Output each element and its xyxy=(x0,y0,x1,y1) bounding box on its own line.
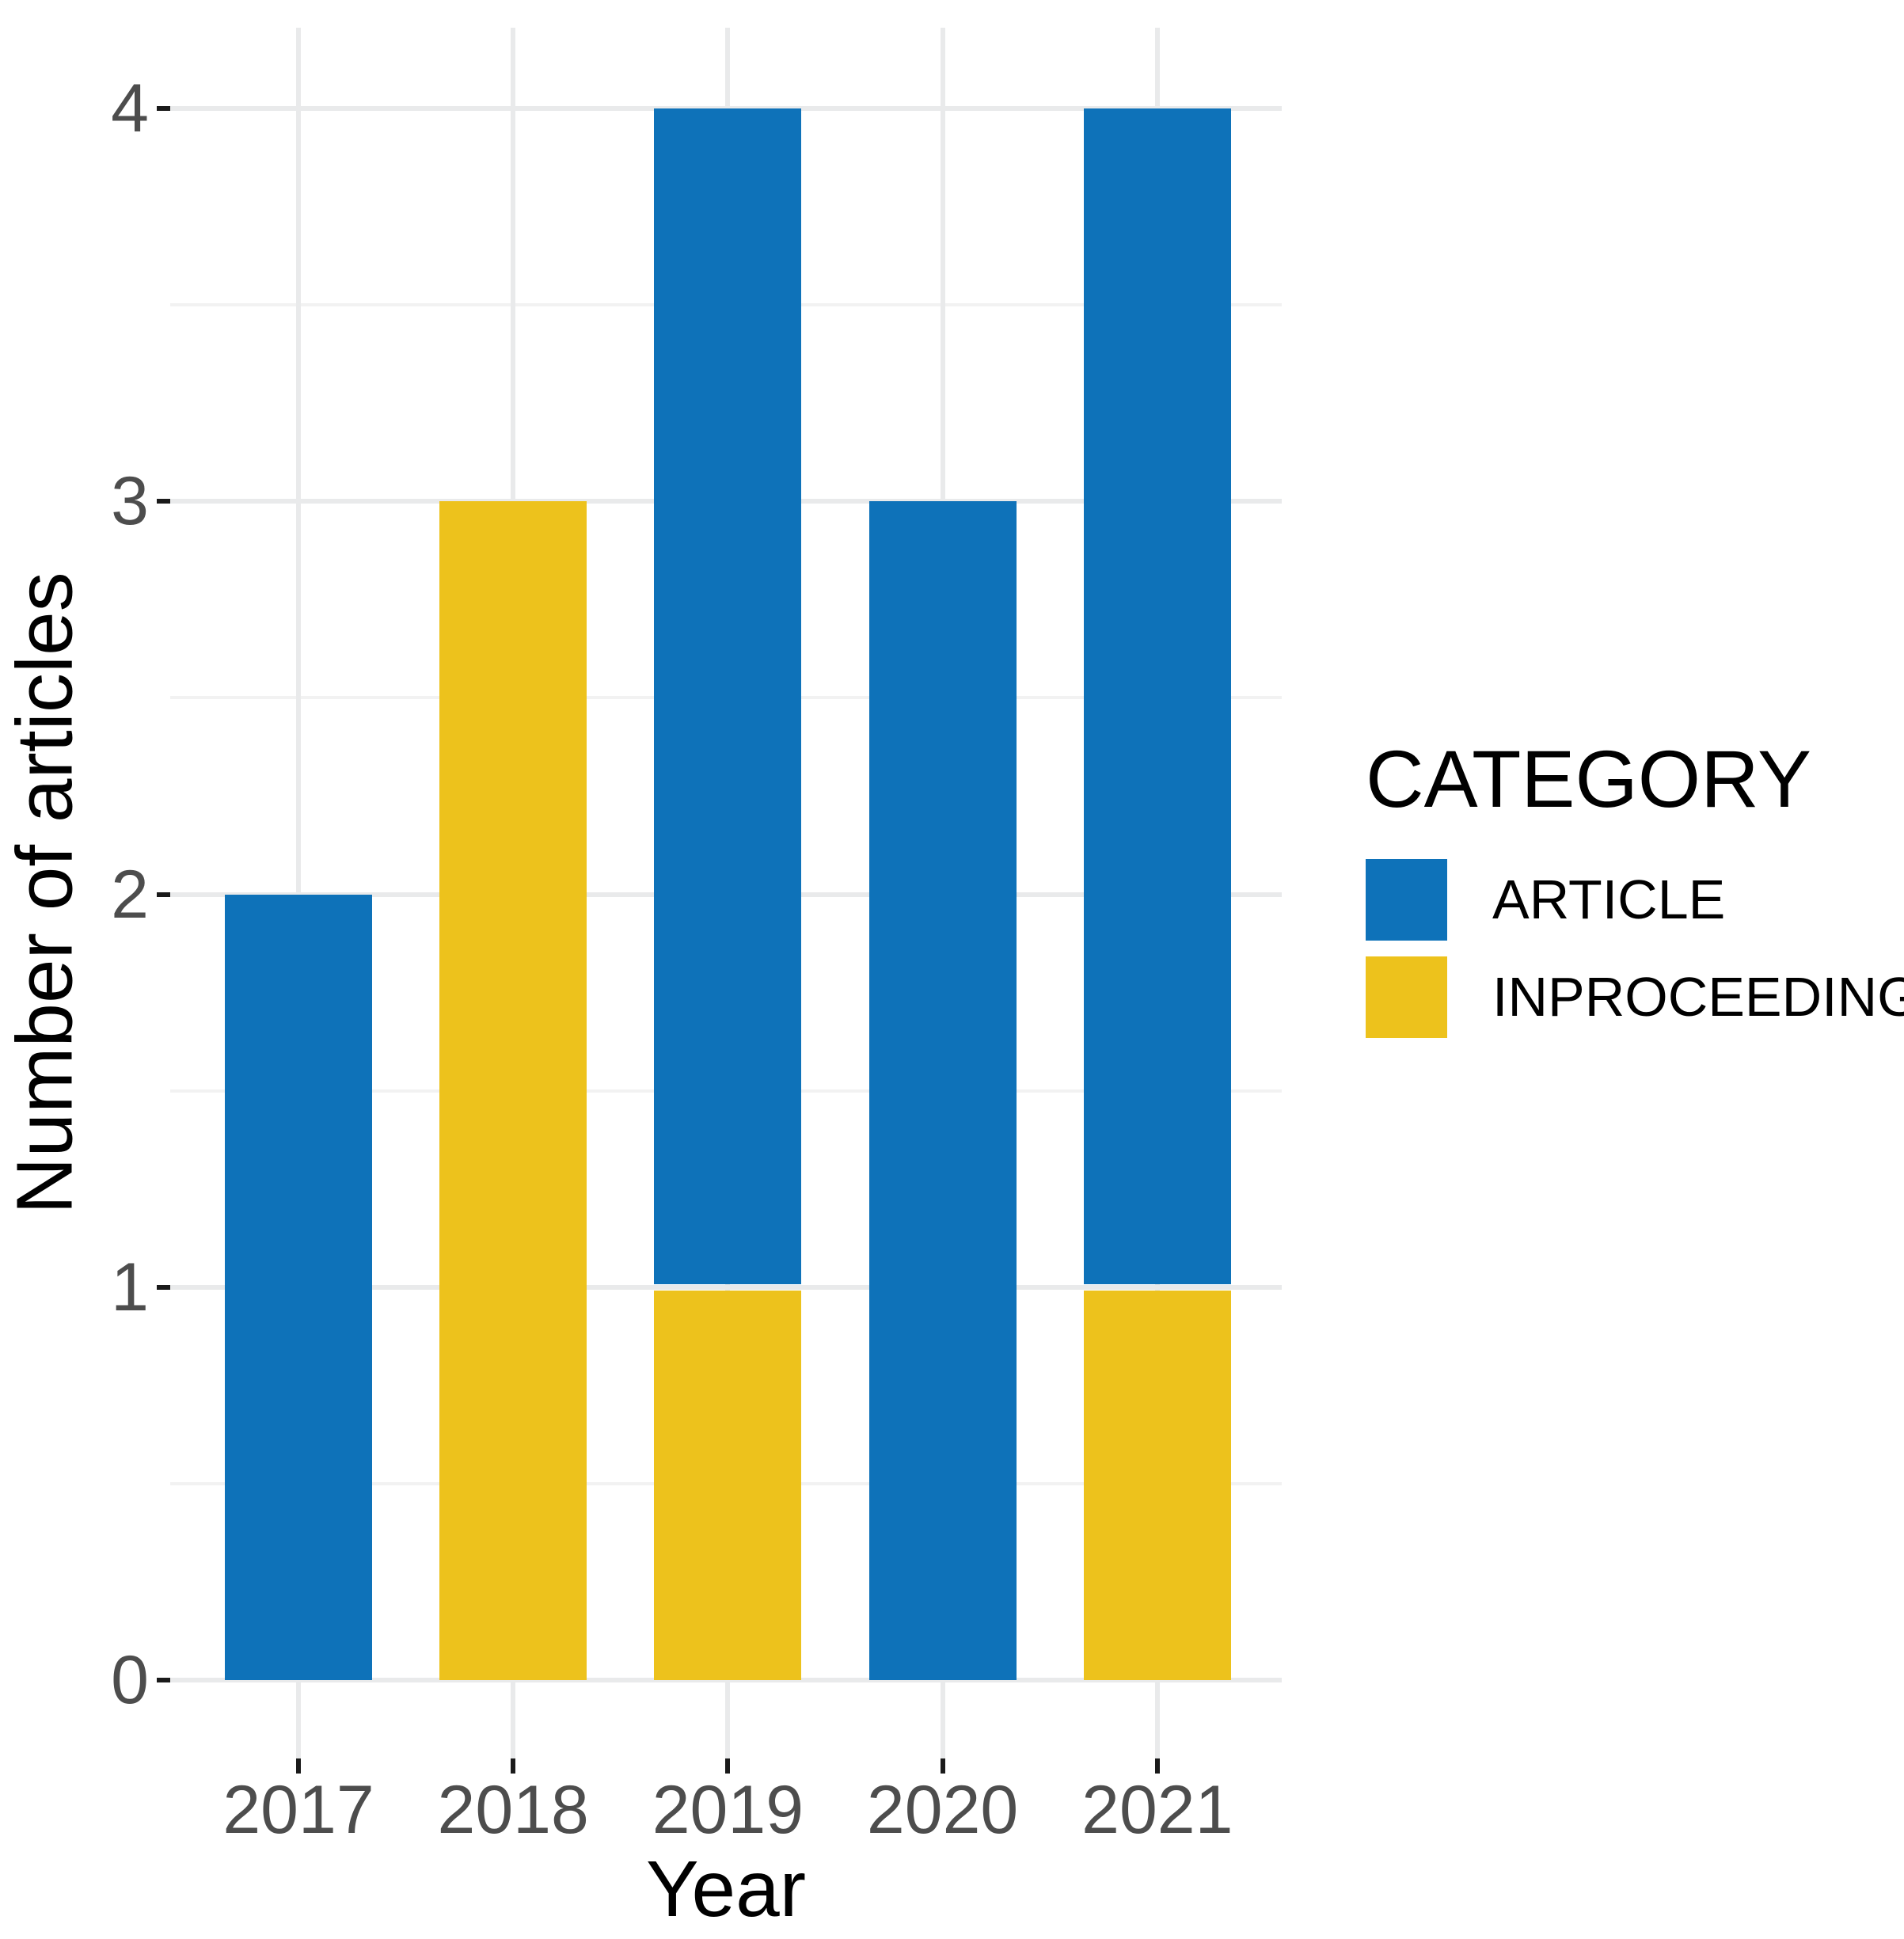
bar-segment-article-2020 xyxy=(868,501,1017,1680)
x-tick-label: 2021 xyxy=(1081,1772,1233,1848)
legend-label: ARTICLE xyxy=(1492,869,1726,930)
y-tick-label: 0 xyxy=(111,1642,149,1718)
x-axis-tick xyxy=(511,1758,516,1774)
legend-title: CATEGORY xyxy=(1366,734,1811,824)
bar-segment-inproceedings-2019 xyxy=(654,1290,802,1680)
bar-segment-article-2017 xyxy=(225,894,372,1680)
y-axis-tick xyxy=(157,1678,170,1682)
x-tick-label: 2020 xyxy=(866,1772,1019,1848)
x-tick-label: 2017 xyxy=(222,1772,374,1848)
y-axis-title: Number of articles xyxy=(0,572,89,1215)
x-tick-label: 2018 xyxy=(437,1772,589,1848)
y-tick-label: 2 xyxy=(111,856,149,933)
y-axis-tick xyxy=(157,1284,170,1290)
legend-swatch-article xyxy=(1366,859,1447,941)
legend-item-inproceedings: INPROCEEDINGS xyxy=(1366,956,1904,1038)
legend-swatch-inproceedings xyxy=(1366,956,1447,1038)
legend: CATEGORY ARTICLE INPROCEEDINGS xyxy=(1366,734,1904,1038)
y-tick-label: 3 xyxy=(111,463,149,540)
x-axis-tick xyxy=(725,1758,731,1774)
bar-segment-inproceedings-2018 xyxy=(439,501,587,1680)
legend-label: INPROCEEDINGS xyxy=(1492,966,1904,1028)
y-tick-label: 1 xyxy=(111,1249,149,1325)
plot-panel xyxy=(170,28,1282,1758)
x-axis-title: Year xyxy=(645,1845,807,1933)
x-tick-label: 2019 xyxy=(652,1772,804,1848)
bar-segment-article-2021 xyxy=(1083,108,1231,1284)
bar-segment-article-2019 xyxy=(654,108,802,1284)
category-gridline xyxy=(296,28,301,1758)
y-axis-tick xyxy=(157,499,170,504)
x-axis-tick xyxy=(940,1758,945,1774)
legend-item-article: ARTICLE xyxy=(1366,859,1904,941)
y-axis-tick xyxy=(157,106,170,111)
x-axis-tick xyxy=(1154,1758,1160,1774)
bar-segment-inproceedings-2021 xyxy=(1083,1290,1231,1680)
y-tick-label: 4 xyxy=(111,70,149,146)
x-axis-tick xyxy=(296,1758,301,1774)
y-axis-tick xyxy=(157,892,170,897)
